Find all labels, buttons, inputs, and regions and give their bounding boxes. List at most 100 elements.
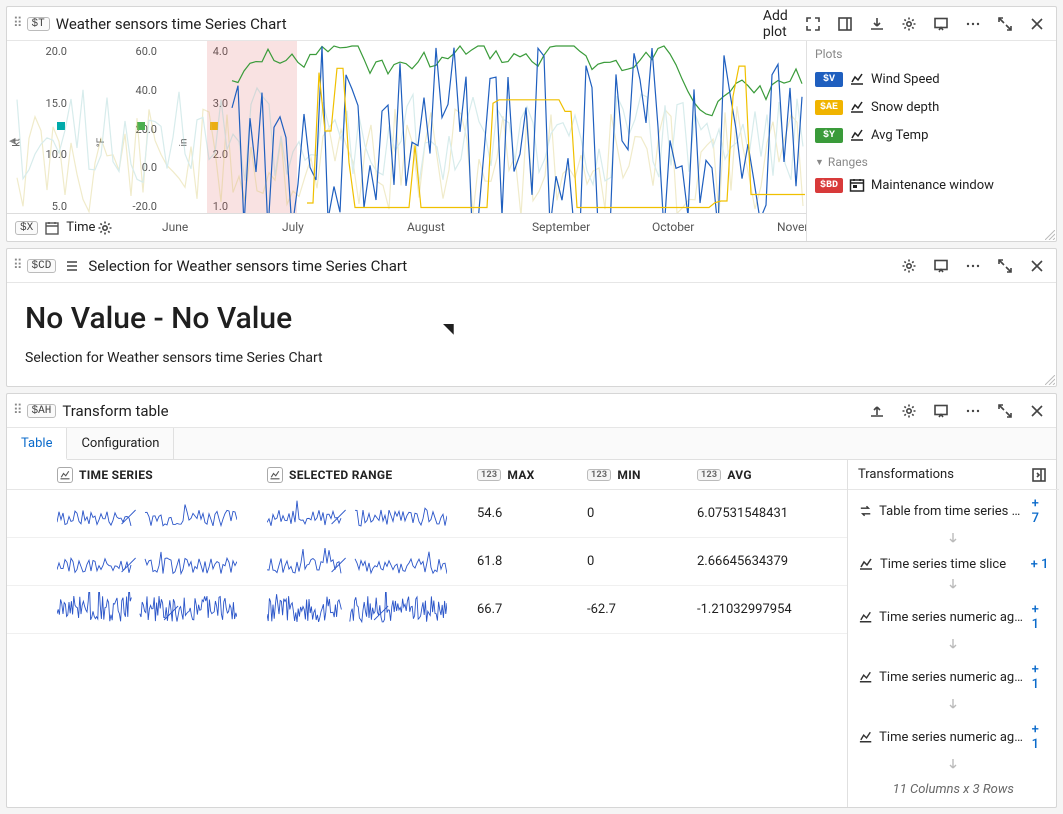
col-header-max: MAX <box>507 468 534 482</box>
gear-icon[interactable] <box>896 253 922 279</box>
selection-var-badge: $CD <box>27 259 57 273</box>
col-header-timeseries: TIME SERIES <box>79 468 153 482</box>
table-row[interactable]: 66.7 -62.7 -1.21032997954 <box>7 586 847 634</box>
transformation-label: Time series numeric aggr… <box>879 670 1025 685</box>
range-label: Maintenance window <box>871 178 994 193</box>
resize-handle-icon[interactable] <box>1045 230 1055 240</box>
col-header-selected: SELECTED RANGE <box>289 468 392 482</box>
cell-max: 61.8 <box>467 554 577 569</box>
list-icon[interactable] <box>62 253 82 279</box>
transformation-label: Time series time slice <box>880 557 1025 572</box>
selection-panel-header: ⠿ $CD Selection for Weather sensors time… <box>7 249 1056 283</box>
fullscreen-icon[interactable] <box>992 253 1018 279</box>
transform-icon <box>858 729 873 745</box>
number-type-icon: 123 <box>477 469 501 481</box>
present-icon[interactable] <box>928 11 954 37</box>
transformation-plus-count: + 1 <box>1031 557 1049 572</box>
transform-var-badge: $AH <box>27 404 57 418</box>
flow-arrow-icon <box>848 532 1059 550</box>
x-tick-label: September <box>532 220 590 234</box>
date-range-icon <box>849 177 865 193</box>
sparkline <box>57 496 237 532</box>
chart-panel-header: ⠿ $T Weather sensors time Series Chart A… <box>7 7 1056 41</box>
transformation-label: Table from time series ch… <box>879 504 1026 519</box>
transform-icon <box>858 556 874 572</box>
x-axis: $X Time JuneJulyAugustSeptemberOctoberNo… <box>7 213 806 241</box>
transform-panel-header: ⠿ $AH Transform table <box>7 394 1056 428</box>
transformation-item[interactable]: Time series numeric aggr… + 1 <box>848 656 1059 698</box>
table-column-headers: TIME SERIES SELECTED RANGE 123 MAX 123 M… <box>7 460 847 490</box>
col-header-min: MIN <box>617 468 640 482</box>
fullscreen-icon[interactable] <box>992 11 1018 37</box>
sparkline <box>267 592 447 628</box>
chart-body: ◂ 20.015.010.05.0 kt 60.040.020.00.0-20.… <box>7 41 1056 241</box>
x-tick-label: October <box>652 220 694 234</box>
ranges-header-label: Ranges <box>828 155 868 169</box>
transformation-item[interactable]: Time series numeric aggr… + 1 <box>848 716 1059 758</box>
table-row[interactable]: 54.6 0 6.07531548431 <box>7 490 847 538</box>
transform-panel: ⠿ $AH Transform table Table Configuratio… <box>6 393 1057 808</box>
cell-min: -62.7 <box>577 602 687 617</box>
cell-avg: 6.07531548431 <box>687 506 847 521</box>
side-collapse-icon[interactable] <box>1029 465 1049 485</box>
x-tick-label: July <box>282 220 304 234</box>
legend-row[interactable]: $V Wind Speed <box>815 65 1048 93</box>
table-row[interactable]: 61.8 0 2.66645634379 <box>7 538 847 586</box>
tab-configuration[interactable]: Configuration <box>67 428 174 459</box>
sparkline <box>267 544 447 580</box>
resize-handle-icon[interactable] <box>1045 375 1055 385</box>
drag-handle-icon[interactable]: ⠿ <box>13 403 21 418</box>
ranges-header[interactable]: ▼ Ranges <box>815 155 1048 169</box>
transformation-item[interactable]: Time series time slice + 1 <box>848 550 1059 578</box>
close-icon[interactable] <box>1024 11 1050 37</box>
flow-arrow-icon <box>848 758 1059 776</box>
more-icon[interactable] <box>960 398 986 424</box>
x-tick-label: August <box>407 220 445 234</box>
flow-arrow-icon <box>848 698 1059 716</box>
close-icon[interactable] <box>1024 253 1050 279</box>
transform-title: Transform table <box>62 402 168 420</box>
gear-icon[interactable] <box>896 11 922 37</box>
tab-table[interactable]: Table <box>7 428 67 460</box>
legend-row[interactable]: $Y Avg Temp <box>815 121 1048 149</box>
capture-icon[interactable] <box>800 11 826 37</box>
chart-panel: ⠿ $T Weather sensors time Series Chart A… <box>6 6 1057 242</box>
panel-layout-icon[interactable] <box>832 11 858 37</box>
drag-handle-icon[interactable]: ⠿ <box>13 16 21 31</box>
gear-icon[interactable] <box>896 398 922 424</box>
transformation-plus-count: + 1 <box>1032 722 1049 752</box>
transform-icon <box>858 669 873 685</box>
range-row[interactable]: $BD Maintenance window <box>815 171 1048 199</box>
fullscreen-icon[interactable] <box>992 398 1018 424</box>
close-icon[interactable] <box>1024 398 1050 424</box>
legend-label: Avg Temp <box>871 128 928 143</box>
more-icon[interactable] <box>960 253 986 279</box>
chart-plot-area[interactable]: ◂ 20.015.010.05.0 kt 60.040.020.00.0-20.… <box>7 41 806 241</box>
drag-handle-icon[interactable]: ⠿ <box>13 258 21 273</box>
transformation-item[interactable]: Time series numeric aggr… + 1 <box>848 596 1059 638</box>
transformation-item[interactable]: Table from time series ch… + 7 <box>848 490 1059 532</box>
range-var-pill: $BD <box>815 178 843 193</box>
legend-row[interactable]: $AE Snow depth <box>815 93 1048 121</box>
selection-panel: ⠿ $CD Selection for Weather sensors time… <box>6 248 1057 387</box>
transformation-plus-count: + 7 <box>1032 496 1049 526</box>
present-icon[interactable] <box>928 253 954 279</box>
col-header-avg: AVG <box>727 468 751 482</box>
selection-subtext: Selection for Weather sensors time Serie… <box>25 350 1038 366</box>
transformations-summary: 11 Columns x 3 Rows <box>848 776 1059 807</box>
legend-var-pill: $Y <box>815 128 843 143</box>
transformations-header: Transformations <box>858 467 954 482</box>
cell-avg: 2.66645634379 <box>687 554 847 569</box>
upload-icon[interactable] <box>864 398 890 424</box>
table-main: TIME SERIES SELECTED RANGE 123 MAX 123 M… <box>7 460 847 807</box>
add-plot-button[interactable]: Add plot <box>732 8 788 40</box>
download-icon[interactable] <box>864 11 890 37</box>
transform-tabs: Table Configuration <box>7 428 1056 460</box>
transform-icon <box>858 503 873 519</box>
more-icon[interactable] <box>960 11 986 37</box>
x-tick-label: November <box>777 220 806 234</box>
legend-var-pill: $V <box>815 72 843 87</box>
chart-title: Weather sensors time Series Chart <box>56 15 287 33</box>
cell-min: 0 <box>577 506 687 521</box>
present-icon[interactable] <box>928 398 954 424</box>
